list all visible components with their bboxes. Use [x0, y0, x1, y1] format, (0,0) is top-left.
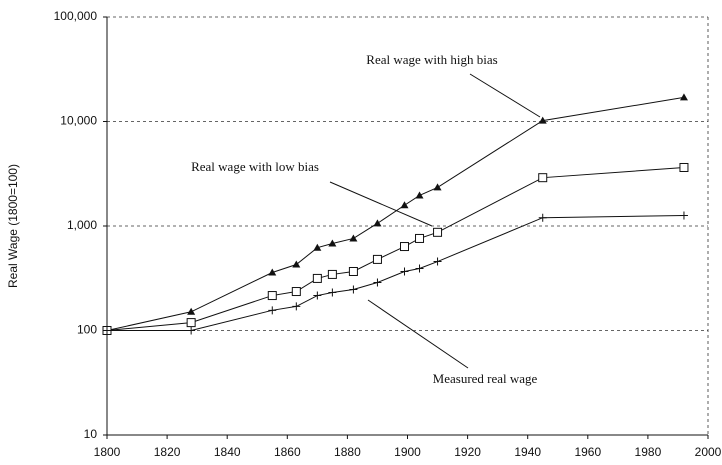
marker: [400, 267, 409, 276]
marker: [433, 257, 442, 266]
marker: [373, 278, 382, 287]
marker: [415, 233, 425, 243]
y-axis-label: Real Wage (1800=100): [6, 164, 20, 288]
marker: [313, 291, 322, 300]
annotation: Real wage with high bias: [366, 52, 497, 67]
x-tick-label: 1820: [154, 445, 181, 459]
marker: [292, 302, 301, 311]
annotation-arrow: [469, 73, 541, 118]
marker: [187, 307, 196, 315]
marker: [679, 162, 689, 172]
marker: [372, 254, 382, 264]
marker: [268, 306, 277, 315]
marker: [433, 183, 442, 191]
marker: [292, 260, 301, 268]
x-tick-label: 1940: [514, 445, 541, 459]
annotation-arrow: [367, 299, 469, 369]
y-tick-label: 100,000: [54, 9, 98, 23]
series-line: [106, 166, 684, 331]
x-tick-label: 1920: [454, 445, 481, 459]
annotation: Real wage with low bias: [191, 159, 319, 174]
marker: [538, 213, 547, 222]
series-line: [106, 96, 685, 331]
y-tick-label: 10: [84, 427, 98, 441]
marker: [538, 173, 548, 183]
x-tick-label: 1900: [394, 445, 421, 459]
x-tick-label: 2000: [695, 445, 722, 459]
marker: [349, 234, 358, 242]
marker: [267, 291, 277, 301]
annotation: Measured real wage: [433, 371, 538, 386]
marker: [400, 201, 409, 209]
x-tick-label: 1980: [635, 445, 662, 459]
marker: [268, 268, 277, 276]
annotation-arrow: [329, 181, 433, 227]
marker: [415, 191, 424, 199]
x-tick-label: 1860: [274, 445, 301, 459]
marker: [103, 326, 111, 335]
y-tick-label: 100: [77, 323, 97, 337]
x-tick-label: 1840: [214, 445, 241, 459]
marker: [312, 273, 322, 283]
y-tick-label: 10,000: [60, 114, 97, 128]
marker: [538, 116, 547, 124]
marker: [679, 93, 688, 101]
marker: [415, 264, 424, 273]
marker: [348, 266, 358, 276]
marker: [433, 227, 443, 237]
y-tick-label: 1,000: [67, 218, 97, 232]
marker: [373, 219, 382, 227]
marker: [291, 287, 301, 297]
x-tick-label: 1800: [94, 445, 121, 459]
marker: [313, 243, 322, 251]
marker: [328, 239, 337, 247]
marker: [187, 326, 196, 335]
marker: [349, 285, 358, 294]
marker: [399, 242, 409, 252]
x-tick-label: 1960: [574, 445, 601, 459]
marker: [327, 269, 337, 279]
x-tick-label: 1880: [334, 445, 361, 459]
marker: [679, 211, 688, 220]
marker: [186, 318, 196, 328]
marker: [328, 288, 337, 297]
